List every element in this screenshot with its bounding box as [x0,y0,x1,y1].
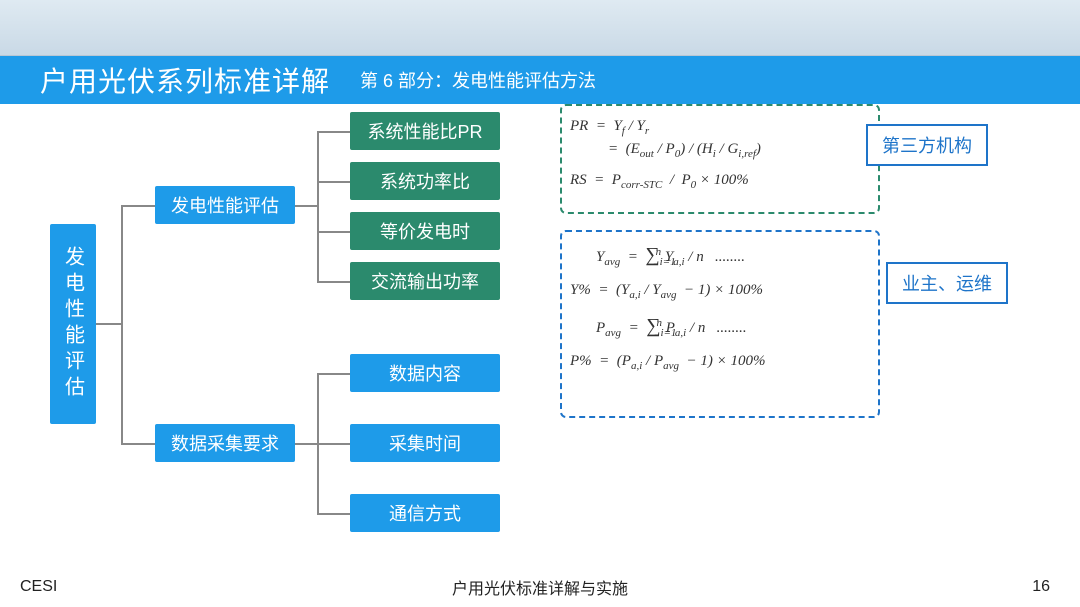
connector [317,513,350,515]
connector [317,373,350,375]
formula-line: Y% = (Ya,i / Yavg − 1) × 100% [570,282,870,301]
formula-box-owner: Yavg = ∑i=1n Ya,i / n ........ Y% = (Ya,… [560,230,880,418]
title-bar: 户用光伏系列标准详解 第 6 部分：发电性能评估方法 [0,56,1080,104]
formula-line: = (Eout / P0) / (Hi / Gi,ref) [570,141,870,160]
connector [317,131,350,133]
connector [121,443,155,445]
slide-title: 户用光伏系列标准详解 [40,60,330,100]
connector [317,131,319,281]
connector [317,181,350,183]
formula-tag: 业主、运维 [886,262,1008,304]
formula-line: RS = Pcorr-STC / P0 × 100% [570,172,870,191]
formula-line: P% = (Pa,i / Pavg − 1) × 100% [570,353,870,372]
formula-tag: 第三方机构 [866,124,988,166]
connector [121,205,123,443]
footer-center: 户用光伏标准详解与实施 [452,575,628,599]
connector [96,323,121,325]
tree-leaf: 通信方式 [350,494,500,532]
diagram-area: 发电性能评估 发电性能评估 数据采集要求 系统性能比PR 系统功率比 等价发电时… [0,104,1080,564]
connector [317,231,350,233]
slide-footer: CESI 户用光伏标准详解与实施 16 [0,567,1080,607]
formula-box-pr: PR = Yf / Yr = (Eout / P0) / (Hi / Gi,re… [560,104,880,214]
tree-leaf: 采集时间 [350,424,500,462]
formula-line: Pavg = ∑i=1n Pa,i / n ........ [570,315,870,339]
header-banner [0,0,1080,56]
tree-leaf: 数据内容 [350,354,500,392]
connector [121,205,155,207]
tree-leaf: 系统性能比PR [350,112,500,150]
tree-leaf: 系统功率比 [350,162,500,200]
connector [295,443,317,445]
slide-subtitle: 第 6 部分：发电性能评估方法 [360,67,596,93]
tree-root: 发电性能评估 [50,224,96,424]
footer-left: CESI [20,578,57,596]
tree-branch-data: 数据采集要求 [155,424,295,462]
footer-page: 16 [1032,578,1050,596]
formula-line: Yavg = ∑i=1n Ya,i / n ........ [570,244,870,268]
tree-leaf: 等价发电时 [350,212,500,250]
connector [317,281,350,283]
connector [295,205,317,207]
tree-leaf: 交流输出功率 [350,262,500,300]
connector [317,443,350,445]
tree-branch-performance: 发电性能评估 [155,186,295,224]
formula-line: PR = Yf / Yr [570,118,870,137]
